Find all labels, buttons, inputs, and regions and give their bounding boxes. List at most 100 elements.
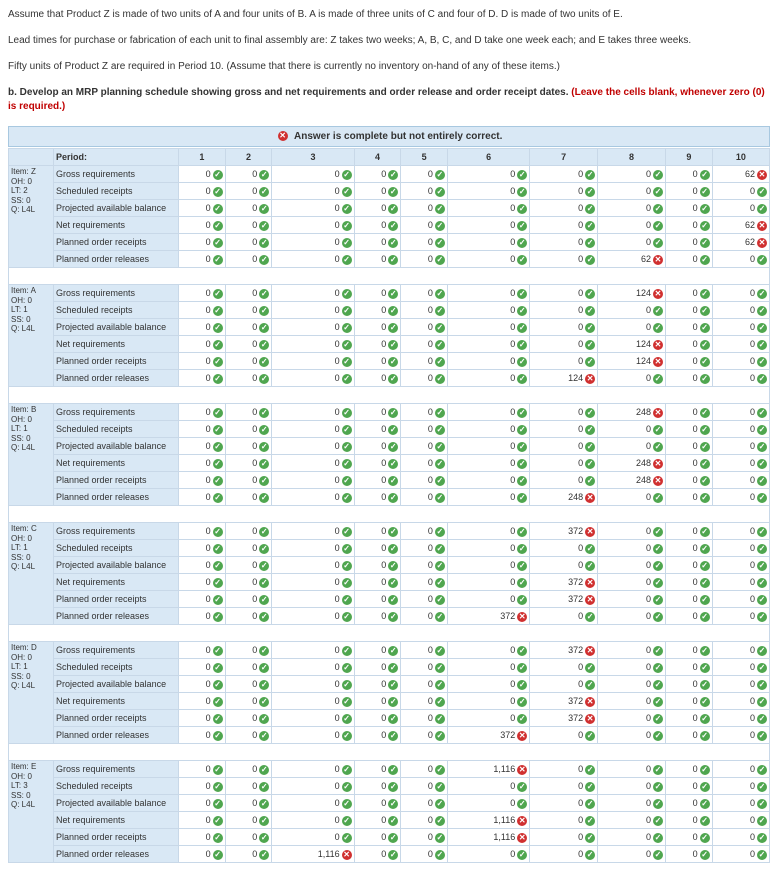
mrp-cell[interactable]: 0✓ [354,200,401,217]
mrp-cell[interactable]: 0✓ [401,659,448,676]
mrp-cell[interactable]: 0✓ [712,302,769,319]
mrp-cell[interactable]: 124✕ [598,336,666,353]
mrp-cell[interactable]: 0✓ [530,727,598,744]
mrp-cell[interactable]: 0✓ [354,591,401,608]
mrp-cell[interactable]: 0✓ [225,285,272,302]
mrp-cell[interactable]: 0✓ [225,353,272,370]
mrp-cell[interactable]: 0✓ [598,795,666,812]
mrp-cell[interactable]: 0✓ [179,438,226,455]
mrp-cell[interactable]: 0✓ [401,353,448,370]
mrp-cell[interactable]: 0✓ [447,710,529,727]
mrp-cell[interactable]: 0✓ [401,455,448,472]
mrp-cell[interactable]: 0✓ [354,336,401,353]
mrp-cell[interactable]: 0✓ [225,302,272,319]
mrp-cell[interactable]: 0✓ [272,200,354,217]
mrp-cell[interactable]: 0✓ [272,455,354,472]
mrp-cell[interactable]: 0✓ [179,557,226,574]
mrp-cell[interactable]: 0✓ [401,727,448,744]
mrp-cell[interactable]: 0✓ [354,710,401,727]
mrp-cell[interactable]: 372✕ [530,642,598,659]
mrp-cell[interactable]: 0✓ [712,353,769,370]
mrp-cell[interactable]: 0✓ [447,557,529,574]
mrp-cell[interactable]: 0✓ [354,659,401,676]
mrp-cell[interactable]: 0✓ [530,336,598,353]
mrp-cell[interactable]: 0✓ [712,336,769,353]
mrp-cell[interactable]: 0✓ [447,302,529,319]
mrp-cell[interactable]: 0✓ [530,166,598,183]
mrp-cell[interactable]: 0✓ [179,591,226,608]
mrp-cell[interactable]: 0✓ [712,710,769,727]
mrp-cell[interactable]: 0✓ [225,795,272,812]
mrp-cell[interactable]: 0✓ [666,574,713,591]
mrp-cell[interactable]: 0✓ [598,778,666,795]
mrp-cell[interactable]: 0✓ [666,676,713,693]
mrp-cell[interactable]: 0✓ [354,795,401,812]
mrp-cell[interactable]: 0✓ [401,251,448,268]
mrp-cell[interactable]: 0✓ [354,421,401,438]
mrp-cell[interactable]: 0✓ [530,404,598,421]
mrp-cell[interactable]: 0✓ [401,693,448,710]
mrp-cell[interactable]: 0✓ [401,472,448,489]
mrp-cell[interactable]: 0✓ [530,812,598,829]
mrp-cell[interactable]: 0✓ [179,846,226,863]
mrp-cell[interactable]: 0✓ [272,251,354,268]
mrp-cell[interactable]: 0✓ [401,319,448,336]
mrp-cell[interactable]: 0✓ [666,302,713,319]
mrp-cell[interactable]: 372✕ [530,693,598,710]
mrp-cell[interactable]: 0✓ [447,404,529,421]
mrp-cell[interactable]: 124✕ [598,353,666,370]
mrp-cell[interactable]: 0✓ [354,761,401,778]
mrp-cell[interactable]: 0✓ [666,557,713,574]
mrp-cell[interactable]: 0✓ [401,404,448,421]
mrp-cell[interactable]: 0✓ [401,336,448,353]
mrp-cell[interactable]: 0✓ [530,234,598,251]
mrp-cell[interactable]: 0✓ [401,591,448,608]
mrp-cell[interactable]: 0✓ [447,285,529,302]
mrp-cell[interactable]: 0✓ [712,557,769,574]
mrp-cell[interactable]: 0✓ [530,676,598,693]
mrp-cell[interactable]: 0✓ [598,693,666,710]
mrp-cell[interactable]: 0✓ [712,642,769,659]
mrp-cell[interactable]: 0✓ [598,217,666,234]
mrp-cell[interactable]: 0✓ [598,727,666,744]
mrp-cell[interactable]: 0✓ [225,608,272,625]
mrp-cell[interactable]: 0✓ [666,319,713,336]
mrp-cell[interactable]: 0✓ [666,812,713,829]
mrp-cell[interactable]: 0✓ [354,370,401,387]
mrp-cell[interactable]: 0✓ [401,846,448,863]
mrp-cell[interactable]: 0✓ [401,302,448,319]
mrp-cell[interactable]: 0✓ [354,676,401,693]
mrp-cell[interactable]: 0✓ [712,319,769,336]
mrp-cell[interactable]: 0✓ [666,455,713,472]
mrp-cell[interactable]: 0✓ [666,404,713,421]
mrp-cell[interactable]: 0✓ [598,319,666,336]
mrp-cell[interactable]: 0✓ [272,489,354,506]
mrp-cell[interactable]: 0✓ [712,472,769,489]
mrp-cell[interactable]: 0✓ [272,404,354,421]
mrp-cell[interactable]: 0✓ [225,234,272,251]
mrp-cell[interactable]: 0✓ [225,319,272,336]
mrp-cell[interactable]: 0✓ [666,472,713,489]
mrp-cell[interactable]: 0✓ [401,217,448,234]
mrp-cell[interactable]: 0✓ [530,421,598,438]
mrp-cell[interactable]: 0✓ [179,676,226,693]
mrp-cell[interactable]: 0✓ [666,421,713,438]
mrp-cell[interactable]: 0✓ [225,659,272,676]
mrp-cell[interactable]: 0✓ [354,285,401,302]
mrp-cell[interactable]: 0✓ [272,761,354,778]
mrp-cell[interactable]: 0✓ [225,642,272,659]
mrp-cell[interactable]: 0✓ [225,251,272,268]
mrp-cell[interactable]: 0✓ [598,642,666,659]
mrp-cell[interactable]: 0✓ [354,778,401,795]
mrp-cell[interactable]: 0✓ [447,421,529,438]
mrp-cell[interactable]: 0✓ [666,693,713,710]
mrp-cell[interactable]: 0✓ [666,659,713,676]
mrp-cell[interactable]: 0✓ [666,540,713,557]
mrp-cell[interactable]: 0✓ [666,217,713,234]
mrp-cell[interactable]: 0✓ [447,353,529,370]
mrp-cell[interactable]: 0✓ [598,608,666,625]
mrp-cell[interactable]: 0✓ [225,336,272,353]
mrp-cell[interactable]: 0✓ [530,251,598,268]
mrp-cell[interactable]: 0✓ [666,761,713,778]
mrp-cell[interactable]: 0✓ [712,846,769,863]
